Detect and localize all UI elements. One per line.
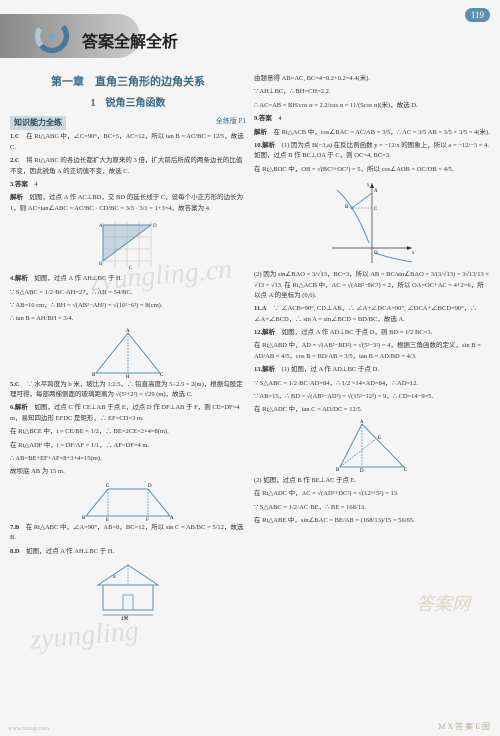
svg-text:A: A — [170, 516, 174, 521]
svg-text:C: C — [129, 266, 133, 271]
answer-item: ∴ AC=AB = BH/cos α = 2.2/cos α = 11/(5co… — [254, 101, 490, 111]
figure-tri1: A B H C — [88, 328, 168, 378]
svg-text:E: E — [378, 436, 381, 441]
svg-text:D: D — [153, 224, 157, 229]
svg-text:A: A — [360, 420, 364, 425]
right-column: 由题意得 AB=AC, BC=4+0.2+0.2=4.4(米). ∵ AH⊥BC，… — [254, 74, 490, 726]
svg-text:C: C — [160, 373, 164, 378]
right-items: 由题意得 AB=AC, BC=4+0.2+0.2=4.4(米). ∵ AH⊥BC，… — [254, 74, 490, 526]
answer-item: 3.答案 4 — [10, 180, 246, 190]
answer-item: 4.解析 如图，过点 A 作 AH⊥BC 于 H. — [10, 274, 246, 284]
answer-item: 在 Rt△ABE 中，sin∠BAC = BE/AB = (168/13)/15… — [254, 516, 490, 526]
answer-item: 解析 如图，过点 A 作 AC⊥BD，交 BD 的延长线于 C，设每个小正方形的… — [10, 193, 246, 214]
svg-text:y: y — [367, 183, 370, 188]
svg-text:A: A — [99, 224, 103, 229]
figure-trap1: C D B A E F — [78, 481, 178, 521]
answer-item: ∵ AB=10 cm，∴ BH = √(AB²−AH²) = √(10²−6²)… — [10, 301, 246, 311]
answer-item: 12.解析 如图，过点 A 作 AD⊥BC 于点 D，则 BD = 1/2 BC… — [254, 328, 490, 338]
svg-text:B: B — [92, 373, 96, 378]
footer-url: www.mxeqt.com — [8, 726, 49, 732]
answer-item: ∵ AB=15，∴ BD = √(AB²−AD²) = √(15²−12²) =… — [254, 392, 490, 402]
answer-item: ∴ AB=BE+EF+AF=8+3+4=15(m). — [10, 454, 246, 464]
content-area: 第一章 直角三角形的边角关系 1 锐角三角函数 知识能力全练 全练版 P1 1.… — [10, 74, 490, 726]
answer-item: ∵ S△ABC = 1/2·BC·AH=27，∴ AH = 54/BC. — [10, 288, 246, 298]
section-title: 1 锐角三角函数 — [10, 96, 246, 112]
answer-item: ∴ tan B = AH/BH = 3/4. — [10, 314, 246, 324]
answer-item: 由题意得 AB=AC, BC=4+0.2+0.2=4.4(米). — [254, 74, 490, 84]
svg-text:4米: 4米 — [121, 615, 129, 620]
svg-text:B: B — [82, 516, 86, 521]
answer-item: 6.解析 如图，过点 C 作 CE⊥AB 于点 E，过点 D 作 DF⊥AB 于… — [10, 403, 246, 424]
svg-text:A: A — [374, 189, 378, 194]
figure-grid1: A D B C — [93, 217, 163, 272]
answer-item: 8.D 如图，过点 A 作 AH⊥BC 于 H. — [10, 547, 246, 557]
answer-item: 9.答案 4 — [254, 114, 490, 124]
svg-text:α: α — [113, 575, 116, 580]
svg-text:H: H — [126, 375, 130, 378]
answer-item: 在 Rt△ABD 中，AD = √(AB²−BD²) = √(5²−3²) = … — [254, 341, 490, 362]
answer-item: 2.C 将 Rt△ABC 的各边长都扩大为原来的 3 倍，扩大前后所成的两条边长… — [10, 156, 246, 177]
footer-brand: MX答案E图 — [438, 721, 492, 732]
svg-text:C: C — [404, 468, 408, 473]
answer-item: 在 Rt△ADC 中，tan C = AD/DC = 12/5. — [254, 405, 490, 415]
answer-item: (2) 如图，过点 B 作 BE⊥AC 于点 E. — [254, 476, 490, 486]
logo-ring-icon — [34, 18, 70, 54]
answer-item: (2) 因为 sin∠BAO = 3/√13，BC=3，所以 AB = BC/s… — [254, 270, 490, 301]
answer-item: ∵ S△ABC = 1/2·BC·AD=84，∴ 1/2 ×14×AD=84，∴… — [254, 379, 490, 389]
answer-item: 在 Rt△ADF 中，i = DF/AF = 1/1，∴ AF=DF=4 m. — [10, 441, 246, 451]
svg-text:B: B — [345, 205, 349, 210]
answer-item: 解析 在 Rt△ACB 中，cos∠BAC = AC/AB = 3/5，∴ AC… — [254, 128, 490, 138]
figure-hyperbola: A B C O x y — [327, 178, 417, 268]
page-number-badge: 119 — [465, 8, 490, 22]
svg-text:D: D — [148, 484, 152, 489]
left-items: 1.C 在 Rt△ABC 中，∠C=90°，BC=5，AC=12，所以 tan … — [10, 132, 246, 620]
main-title: 答案全解全析 — [82, 28, 178, 52]
answer-item: 7.B 在 Rt△ABC 中，∠A=90°，AB=8，BC=12，所以 sin … — [10, 523, 246, 544]
page-ref: 全练版 P1 — [216, 116, 246, 127]
answer-item: 10.解析 (1) 因为点 B(−3,a) 在反比例函数 y = −12/x 的… — [254, 141, 490, 162]
svg-text:D: D — [360, 469, 364, 474]
chapter-title: 第一章 直角三角形的边角关系 — [10, 74, 246, 92]
answer-item: 故坝底 AB 为 15 m. — [10, 467, 246, 477]
figure-tri2: A B D E C — [332, 419, 412, 474]
answer-item: 在 Rt△BOC 中，OB = √(BC²+OC²) = 5，所以 cos∠AO… — [254, 165, 490, 175]
answer-item: 在 Rt△BCE 中，i = CE/BE = 1/2，∴ BE=2CE=2×4=… — [10, 427, 246, 437]
left-column: 第一章 直角三角形的边角关系 1 锐角三角函数 知识能力全练 全练版 P1 1.… — [10, 74, 246, 726]
svg-text:x: x — [412, 251, 415, 256]
answer-item: 13.解析 (1) 如图，过 A 作 AD⊥BC 于点 D. — [254, 365, 490, 375]
svg-text:C: C — [374, 207, 378, 212]
answer-item: 11.A ∵ ∠ACB=90°, CD⊥AB，∴ ∠A+∠DCA=90°, ∠D… — [254, 304, 490, 325]
svg-text:B: B — [99, 262, 103, 267]
svg-text:C: C — [106, 484, 110, 489]
answer-item: 1.C 在 Rt△ABC 中，∠C=90°，BC=5，AC=12，所以 tan … — [10, 132, 246, 153]
svg-text:A: A — [126, 329, 130, 334]
answer-item: ∵ S△ABC = 1/2·AC·BE，∴ BE = 168/13. — [254, 503, 490, 513]
svg-text:E: E — [106, 518, 109, 521]
figure-house: 4米 α — [83, 560, 173, 620]
svg-text:O: O — [374, 251, 378, 256]
knowledge-band: 知识能力全练 — [10, 116, 66, 131]
svg-text:B: B — [336, 468, 340, 473]
knowledge-row: 知识能力全练 全练版 P1 — [10, 116, 246, 133]
svg-text:F: F — [146, 518, 149, 521]
answer-item: 5.C ∵ 水平跨度为 b 米，坡比为 1:2.5，∴ 铅直高度为 5÷2.5 … — [10, 380, 246, 401]
answer-item: 在 Rt△ADC 中，AC = √(AD²+DC²) = √(12²+5²) =… — [254, 489, 490, 499]
answer-item: ∵ AH⊥BC，∴ BH=CH=2.2. — [254, 87, 490, 97]
